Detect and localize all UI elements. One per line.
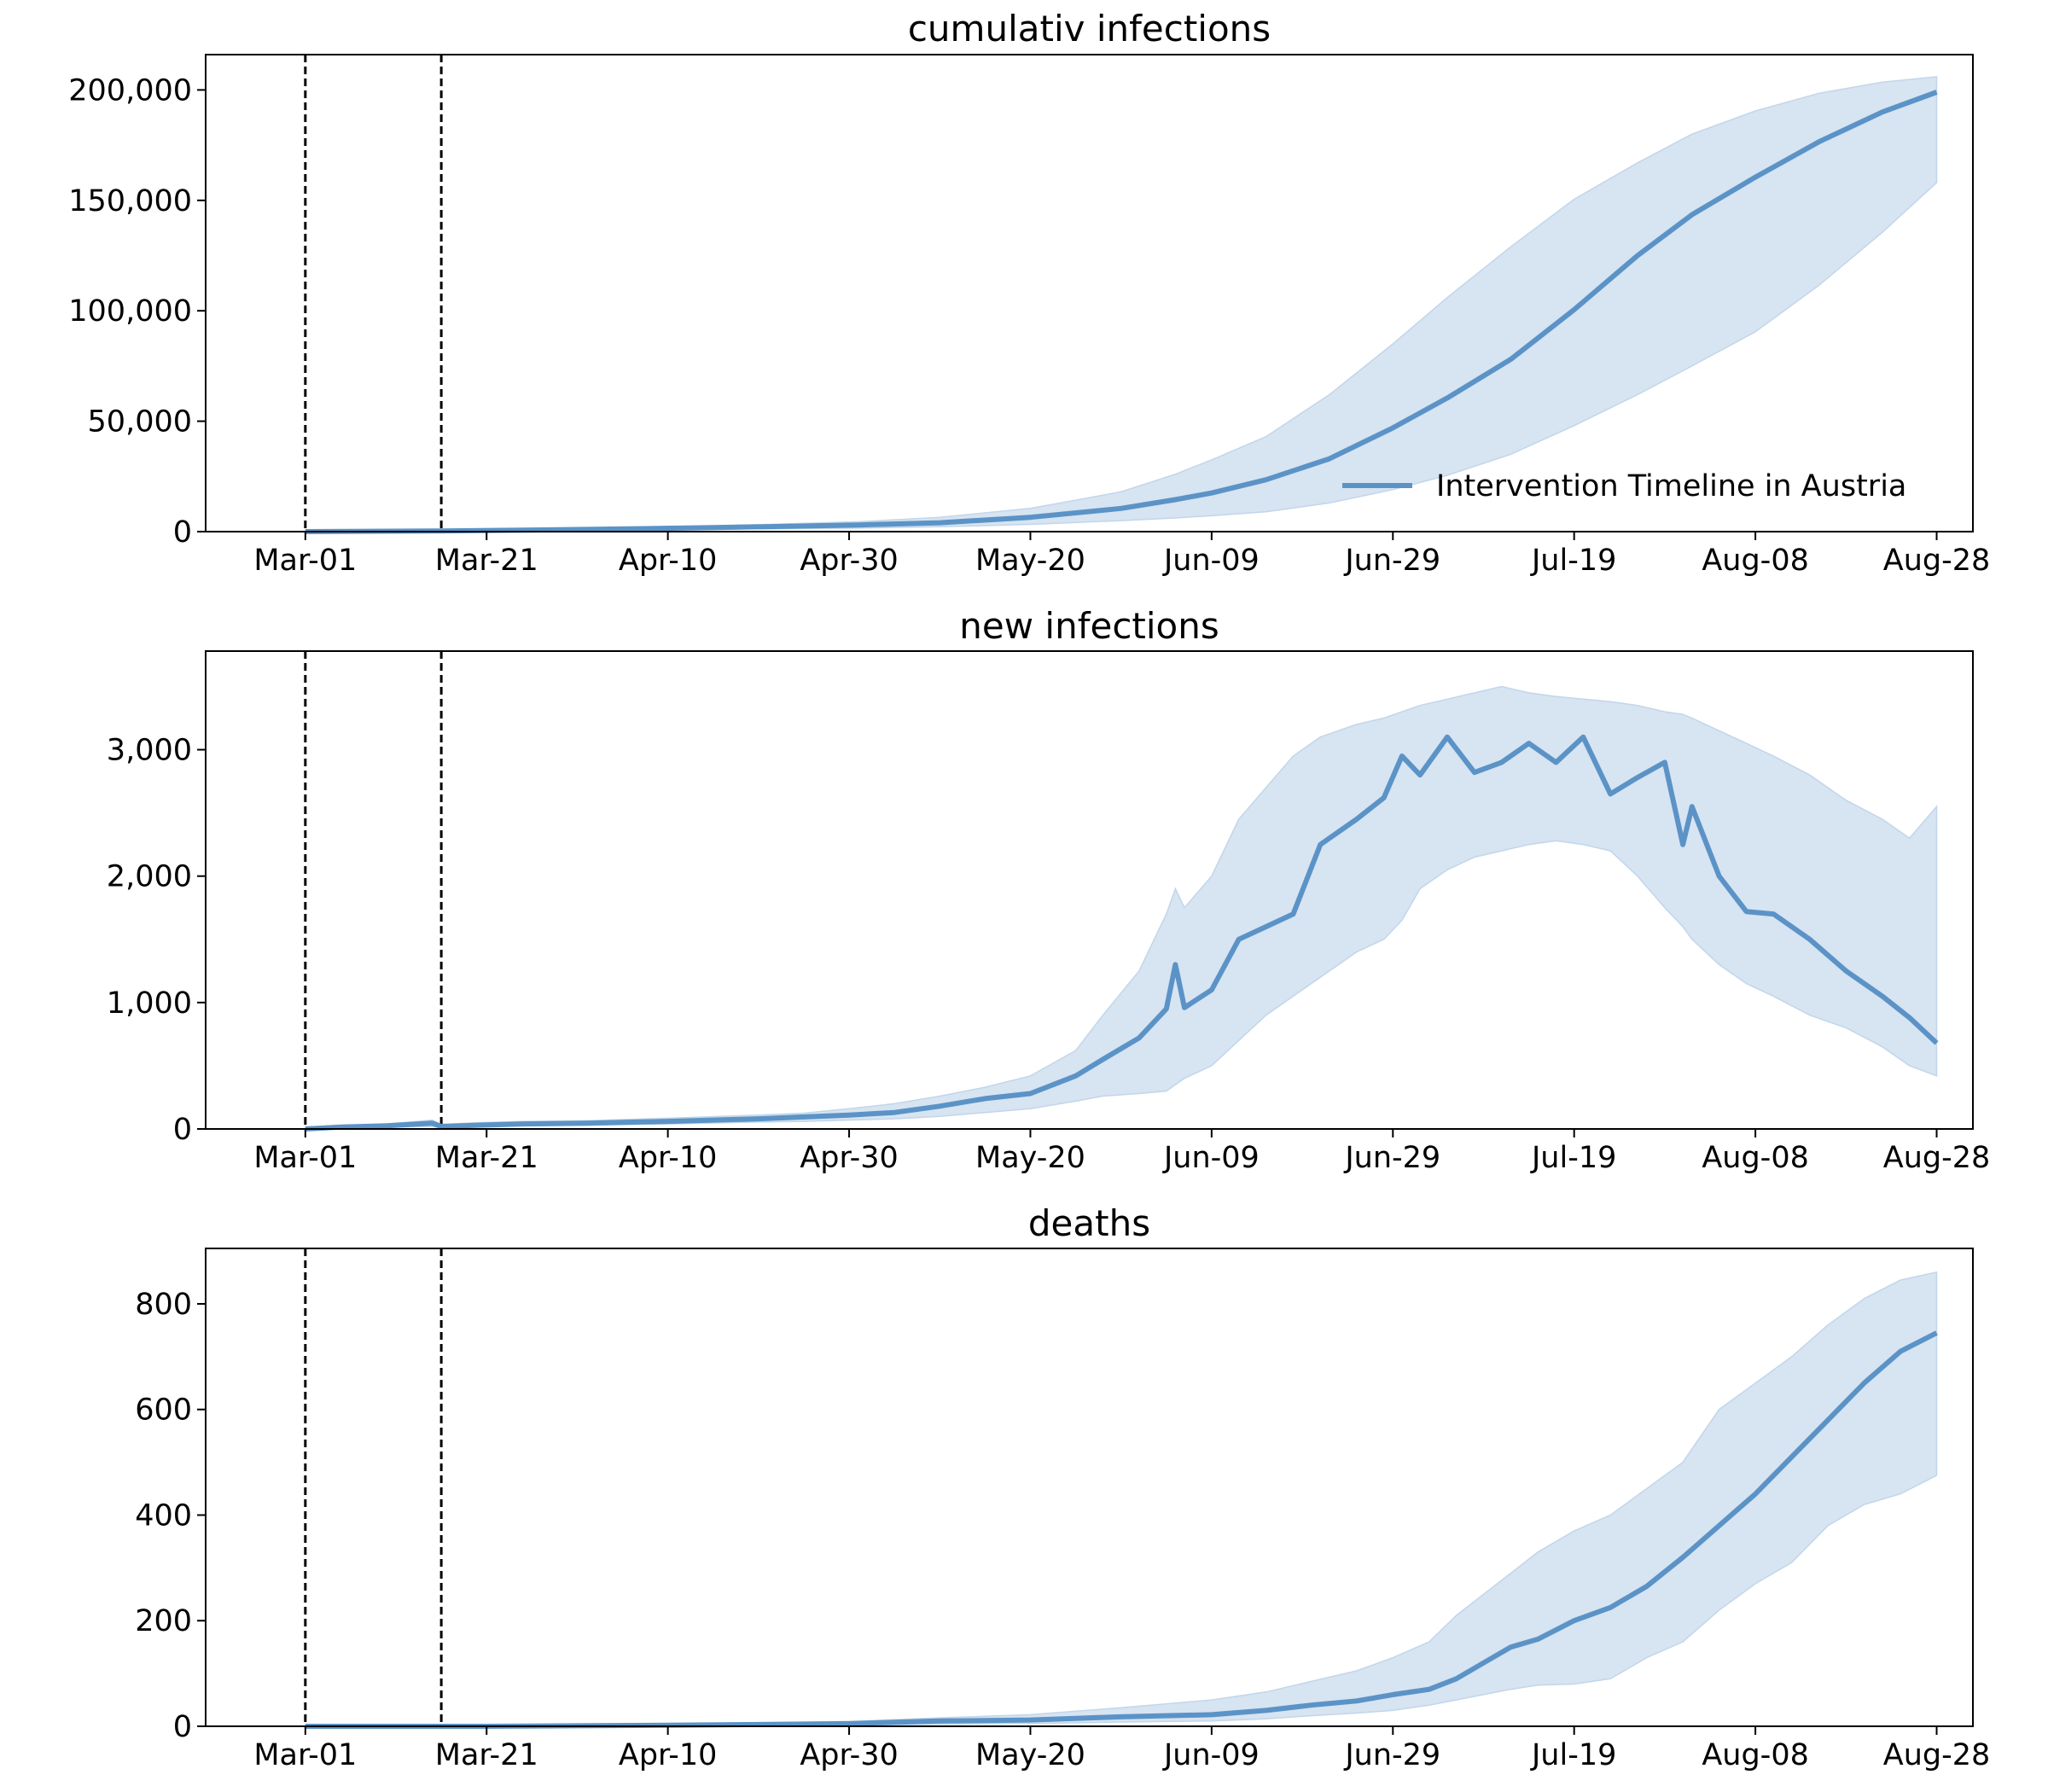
y-tick-label: 100,000 [68,294,192,329]
x-tick-label: Jun-09 [1162,544,1260,578]
y-tick-label: 0 [173,515,192,550]
x-tick-label: Apr-30 [800,544,898,578]
x-tick-label: Aug-08 [1702,1141,1809,1175]
y-tick-label: 200,000 [68,73,192,108]
y-tick-label: 3,000 [107,734,192,768]
x-tick-label: Aug-28 [1883,1141,1991,1175]
plot-frame [205,1248,1974,1727]
x-tick-label: Mar-21 [435,1738,538,1772]
chart-title: cumulativ infections [908,8,1271,49]
x-tick-label: May-20 [975,1141,1085,1175]
legend-label: Intervention Timeline in Austria [1436,469,1906,503]
chart-panel-2: 0 1,000 2,000 3,000 Mar-01 Mar-21 Apr-10 Apr-30… [107,605,1990,1175]
confidence-band [305,76,1938,532]
confidence-band [305,685,1938,1130]
y-tick-label: 1,000 [107,986,192,1021]
x-tick-label: Mar-21 [435,544,538,578]
x-tick-label: Jun-29 [1343,544,1440,578]
y-tick-label: 0 [173,1710,192,1744]
x-tick-label: Jul-19 [1530,1738,1616,1772]
chart-title: deaths [1028,1202,1150,1244]
x-tick-label: Aug-28 [1883,544,1991,578]
y-tick-label: 50,000 [88,405,192,439]
x-tick-label: Jun-29 [1343,1738,1440,1772]
series-line [305,734,1939,1132]
x-tick-label: Aug-28 [1883,1738,1991,1772]
plot-frame [205,650,1974,1130]
y-tick-label: 2,000 [107,860,192,894]
legend: Intervention Timeline in Austria [1342,469,1906,503]
chart-panel-3: 0 200 400 600 800 Mar-01 Mar-21 Apr-10 Apr-30 May… [135,1202,1990,1772]
x-tick-label: Apr-30 [800,1141,898,1175]
x-tick-label: Jul-19 [1530,1141,1616,1175]
x-tick-label: Apr-10 [619,544,717,578]
x-tick-label: Jun-09 [1162,1141,1260,1175]
series-line [305,1330,1938,1729]
x-tick-label: Mar-01 [253,1738,357,1772]
x-tick-label: Aug-08 [1702,1738,1809,1772]
x-tick-label: Aug-08 [1702,544,1809,578]
x-tick-label: Mar-21 [435,1141,538,1175]
x-tick-label: Mar-01 [253,1141,357,1175]
y-tick-label: 800 [135,1288,192,1322]
plot-frame [205,54,1974,532]
y-tick-label: 150,000 [68,184,192,218]
chart-panel-1: 0 50,000 100,000 150,000 200,000 Mar-01 Mar-21… [68,8,1990,578]
x-tick-label: Apr-10 [619,1738,717,1772]
x-tick-label: Apr-10 [619,1141,717,1175]
y-tick-label: 200 [135,1604,192,1638]
y-tick-label: 600 [135,1393,192,1428]
x-tick-label: Apr-30 [800,1738,898,1772]
chart-title: new infections [959,605,1219,647]
x-tick-label: May-20 [975,1738,1085,1772]
x-tick-label: Mar-01 [253,544,357,578]
series-line [305,90,1938,534]
x-tick-label: Jun-29 [1343,1141,1440,1175]
confidence-band [305,1271,1938,1727]
y-tick-label: 400 [135,1498,192,1533]
y-tick-label: 0 [173,1113,192,1147]
x-tick-label: Jun-09 [1162,1738,1260,1772]
x-tick-label: May-20 [975,544,1085,578]
x-tick-label: Jul-19 [1530,544,1616,578]
